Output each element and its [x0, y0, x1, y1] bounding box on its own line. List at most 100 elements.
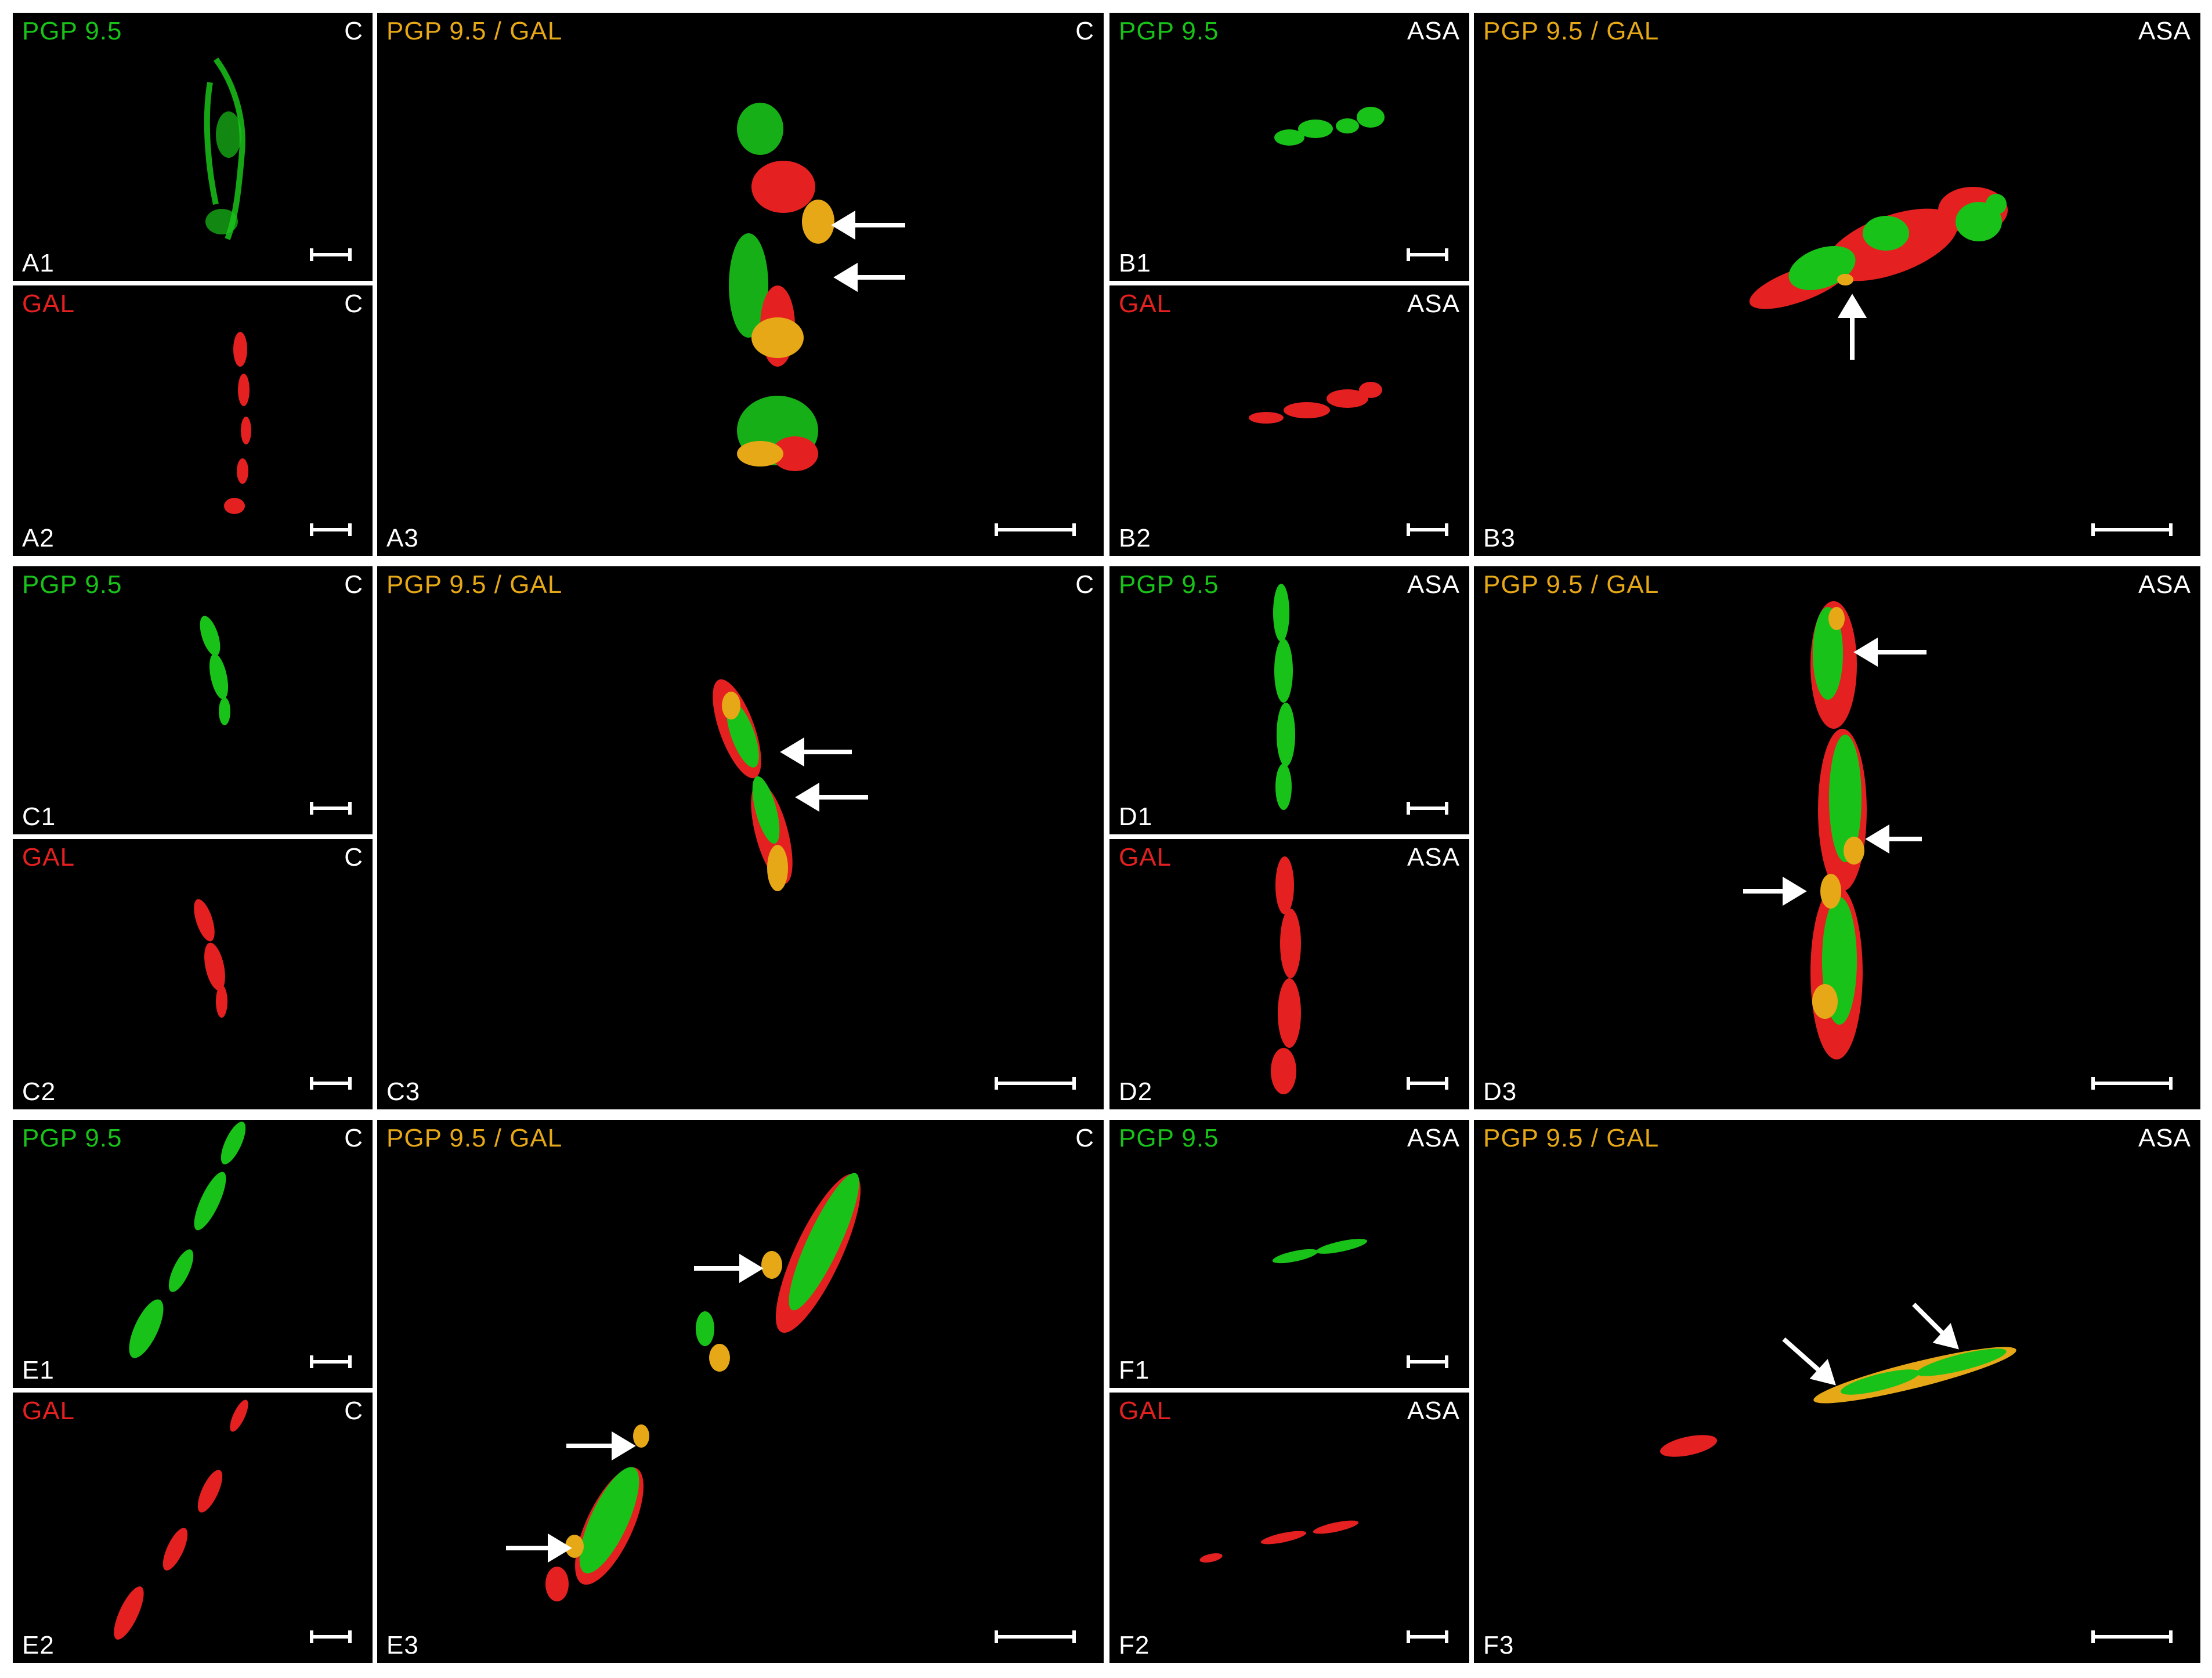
scale-bar-b1 [1407, 248, 1448, 261]
arrow-a3 [831, 210, 905, 292]
panel-e1: PGP 9.5 C E1 [13, 1120, 373, 1388]
panel-id-a1: A1 [22, 249, 55, 277]
stain-label-f2: GAL [1119, 1397, 1172, 1425]
panel-f1: PGP 9.5 ASA F1 [1109, 1120, 1469, 1388]
panel-id-f2: F2 [1119, 1631, 1150, 1659]
panel-d2: GAL ASA D2 [1109, 839, 1469, 1109]
scale-bar-e2 [310, 1630, 352, 1643]
panel-id-d2: D2 [1119, 1077, 1153, 1106]
scale-bar-f2 [1407, 1630, 1448, 1643]
panel-id-a2: A2 [22, 524, 55, 552]
condition-label-a3: C [1075, 17, 1094, 45]
stain-label-e3: PGP 9.5 / GAL [386, 1124, 563, 1152]
stain-label-e2: GAL [22, 1397, 75, 1425]
scale-bar-a3 [995, 523, 1076, 536]
panel-b1: PGP 9.5 ASA B1 [1109, 13, 1469, 281]
panel-id-a3: A3 [386, 524, 419, 552]
condition-label-f2: ASA [1407, 1397, 1460, 1425]
stain-label-b2: GAL [1119, 290, 1172, 318]
stain-label-f1: PGP 9.5 [1119, 1124, 1219, 1152]
scale-bar-a2 [310, 523, 352, 536]
scale-bar-b3 [2091, 523, 2173, 536]
panel-f3: PGP 9.5 / GAL ASA F3 [1474, 1120, 2200, 1663]
panel-id-e1: E1 [22, 1356, 55, 1384]
stain-label-b1: PGP 9.5 [1119, 17, 1219, 45]
condition-label-c2: C [344, 843, 363, 871]
micrograph-a3 [729, 103, 905, 471]
micrograph-f2 [1199, 1520, 1359, 1563]
panel-id-c1: C1 [22, 802, 56, 831]
panel-a1: PGP 9.5 C A1 [13, 13, 373, 281]
scale-bar-d1 [1407, 802, 1448, 815]
scale-bar-b2 [1407, 523, 1448, 536]
micrograph-e1 [129, 1122, 246, 1358]
panel-id-d3: D3 [1483, 1077, 1517, 1106]
condition-label-e3: C [1075, 1124, 1094, 1152]
panel-b3: PGP 9.5 / GAL ASA B3 [1474, 13, 2200, 556]
micrograph-d3 [1743, 601, 1927, 1059]
stain-label-c3: PGP 9.5 / GAL [386, 570, 563, 599]
micrograph-c3 [713, 679, 868, 891]
stain-label-c2: GAL [22, 843, 75, 871]
panel-id-f1: F1 [1119, 1356, 1150, 1384]
panel-id-e2: E2 [22, 1631, 55, 1659]
panel-id-e3: E3 [386, 1631, 419, 1659]
micrograph-e3 [506, 1173, 861, 1601]
condition-label-d2: ASA [1407, 843, 1460, 871]
stain-label-a2: GAL [22, 290, 75, 318]
panel-id-d1: D1 [1119, 802, 1153, 831]
condition-label-e2: C [344, 1397, 363, 1425]
condition-label-b3: ASA [2138, 17, 2191, 45]
micrograph-b2 [1249, 382, 1382, 424]
micrograph-f1 [1272, 1239, 1368, 1264]
micrograph-d2 [1271, 856, 1301, 1094]
panel-d1: PGP 9.5 ASA D1 [1109, 566, 1469, 834]
condition-label-d1: ASA [1407, 570, 1460, 599]
scale-bar-d2 [1407, 1077, 1448, 1090]
panel-b2: GAL ASA B2 [1109, 285, 1469, 556]
micrograph-c1 [200, 616, 230, 725]
condition-label-f3: ASA [2138, 1124, 2191, 1152]
panel-id-f3: F3 [1483, 1631, 1515, 1659]
micrograph-b3 [1749, 187, 2008, 360]
micrograph-b1 [1274, 107, 1385, 146]
stain-label-a1: PGP 9.5 [22, 17, 122, 45]
arrow-f3 [1782, 1303, 1959, 1386]
panel-id-c2: C2 [22, 1077, 56, 1106]
scale-bar-e1 [310, 1355, 352, 1368]
stain-label-d3: PGP 9.5 / GAL [1483, 570, 1660, 599]
micrograph-e2 [114, 1399, 248, 1640]
stain-label-c1: PGP 9.5 [22, 570, 122, 599]
condition-label-b2: ASA [1407, 290, 1460, 318]
condition-label-c1: C [344, 570, 363, 599]
micrograph-a1 [204, 57, 245, 240]
scale-bar-c3 [995, 1077, 1076, 1090]
scale-bar-c2 [310, 1077, 352, 1090]
condition-label-b1: ASA [1407, 17, 1460, 45]
condition-label-a2: C [344, 290, 363, 318]
scale-bar-e3 [995, 1630, 1076, 1643]
arrow-b3 [1837, 294, 1867, 360]
condition-label-a1: C [344, 17, 363, 45]
arrow-c3 [780, 737, 868, 812]
scale-bar-a1 [310, 248, 352, 261]
panel-c3: PGP 9.5 / GAL C C3 [377, 566, 1104, 1109]
micrograph-d1 [1273, 584, 1295, 810]
stain-label-a3: PGP 9.5 / GAL [386, 17, 563, 45]
panel-e2: GAL C E2 [13, 1393, 373, 1663]
panel-e3: PGP 9.5 / GAL C E3 [377, 1120, 1104, 1663]
panel-id-b1: B1 [1119, 249, 1151, 277]
scale-bar-f3 [2091, 1630, 2173, 1643]
condition-label-f1: ASA [1407, 1124, 1460, 1152]
condition-label-e1: C [344, 1124, 363, 1152]
panel-id-c3: C3 [386, 1077, 421, 1106]
arrow-e3 [506, 1253, 764, 1563]
condition-label-d3: ASA [2138, 570, 2191, 599]
micrograph-f3 [1660, 1303, 2016, 1457]
scale-bar-d3 [2091, 1077, 2173, 1090]
stain-label-b3: PGP 9.5 / GAL [1483, 17, 1660, 45]
panel-c2: GAL C C2 [13, 839, 373, 1109]
panel-a3: PGP 9.5 / GAL C A3 [377, 13, 1104, 556]
panel-id-b2: B2 [1119, 524, 1151, 552]
